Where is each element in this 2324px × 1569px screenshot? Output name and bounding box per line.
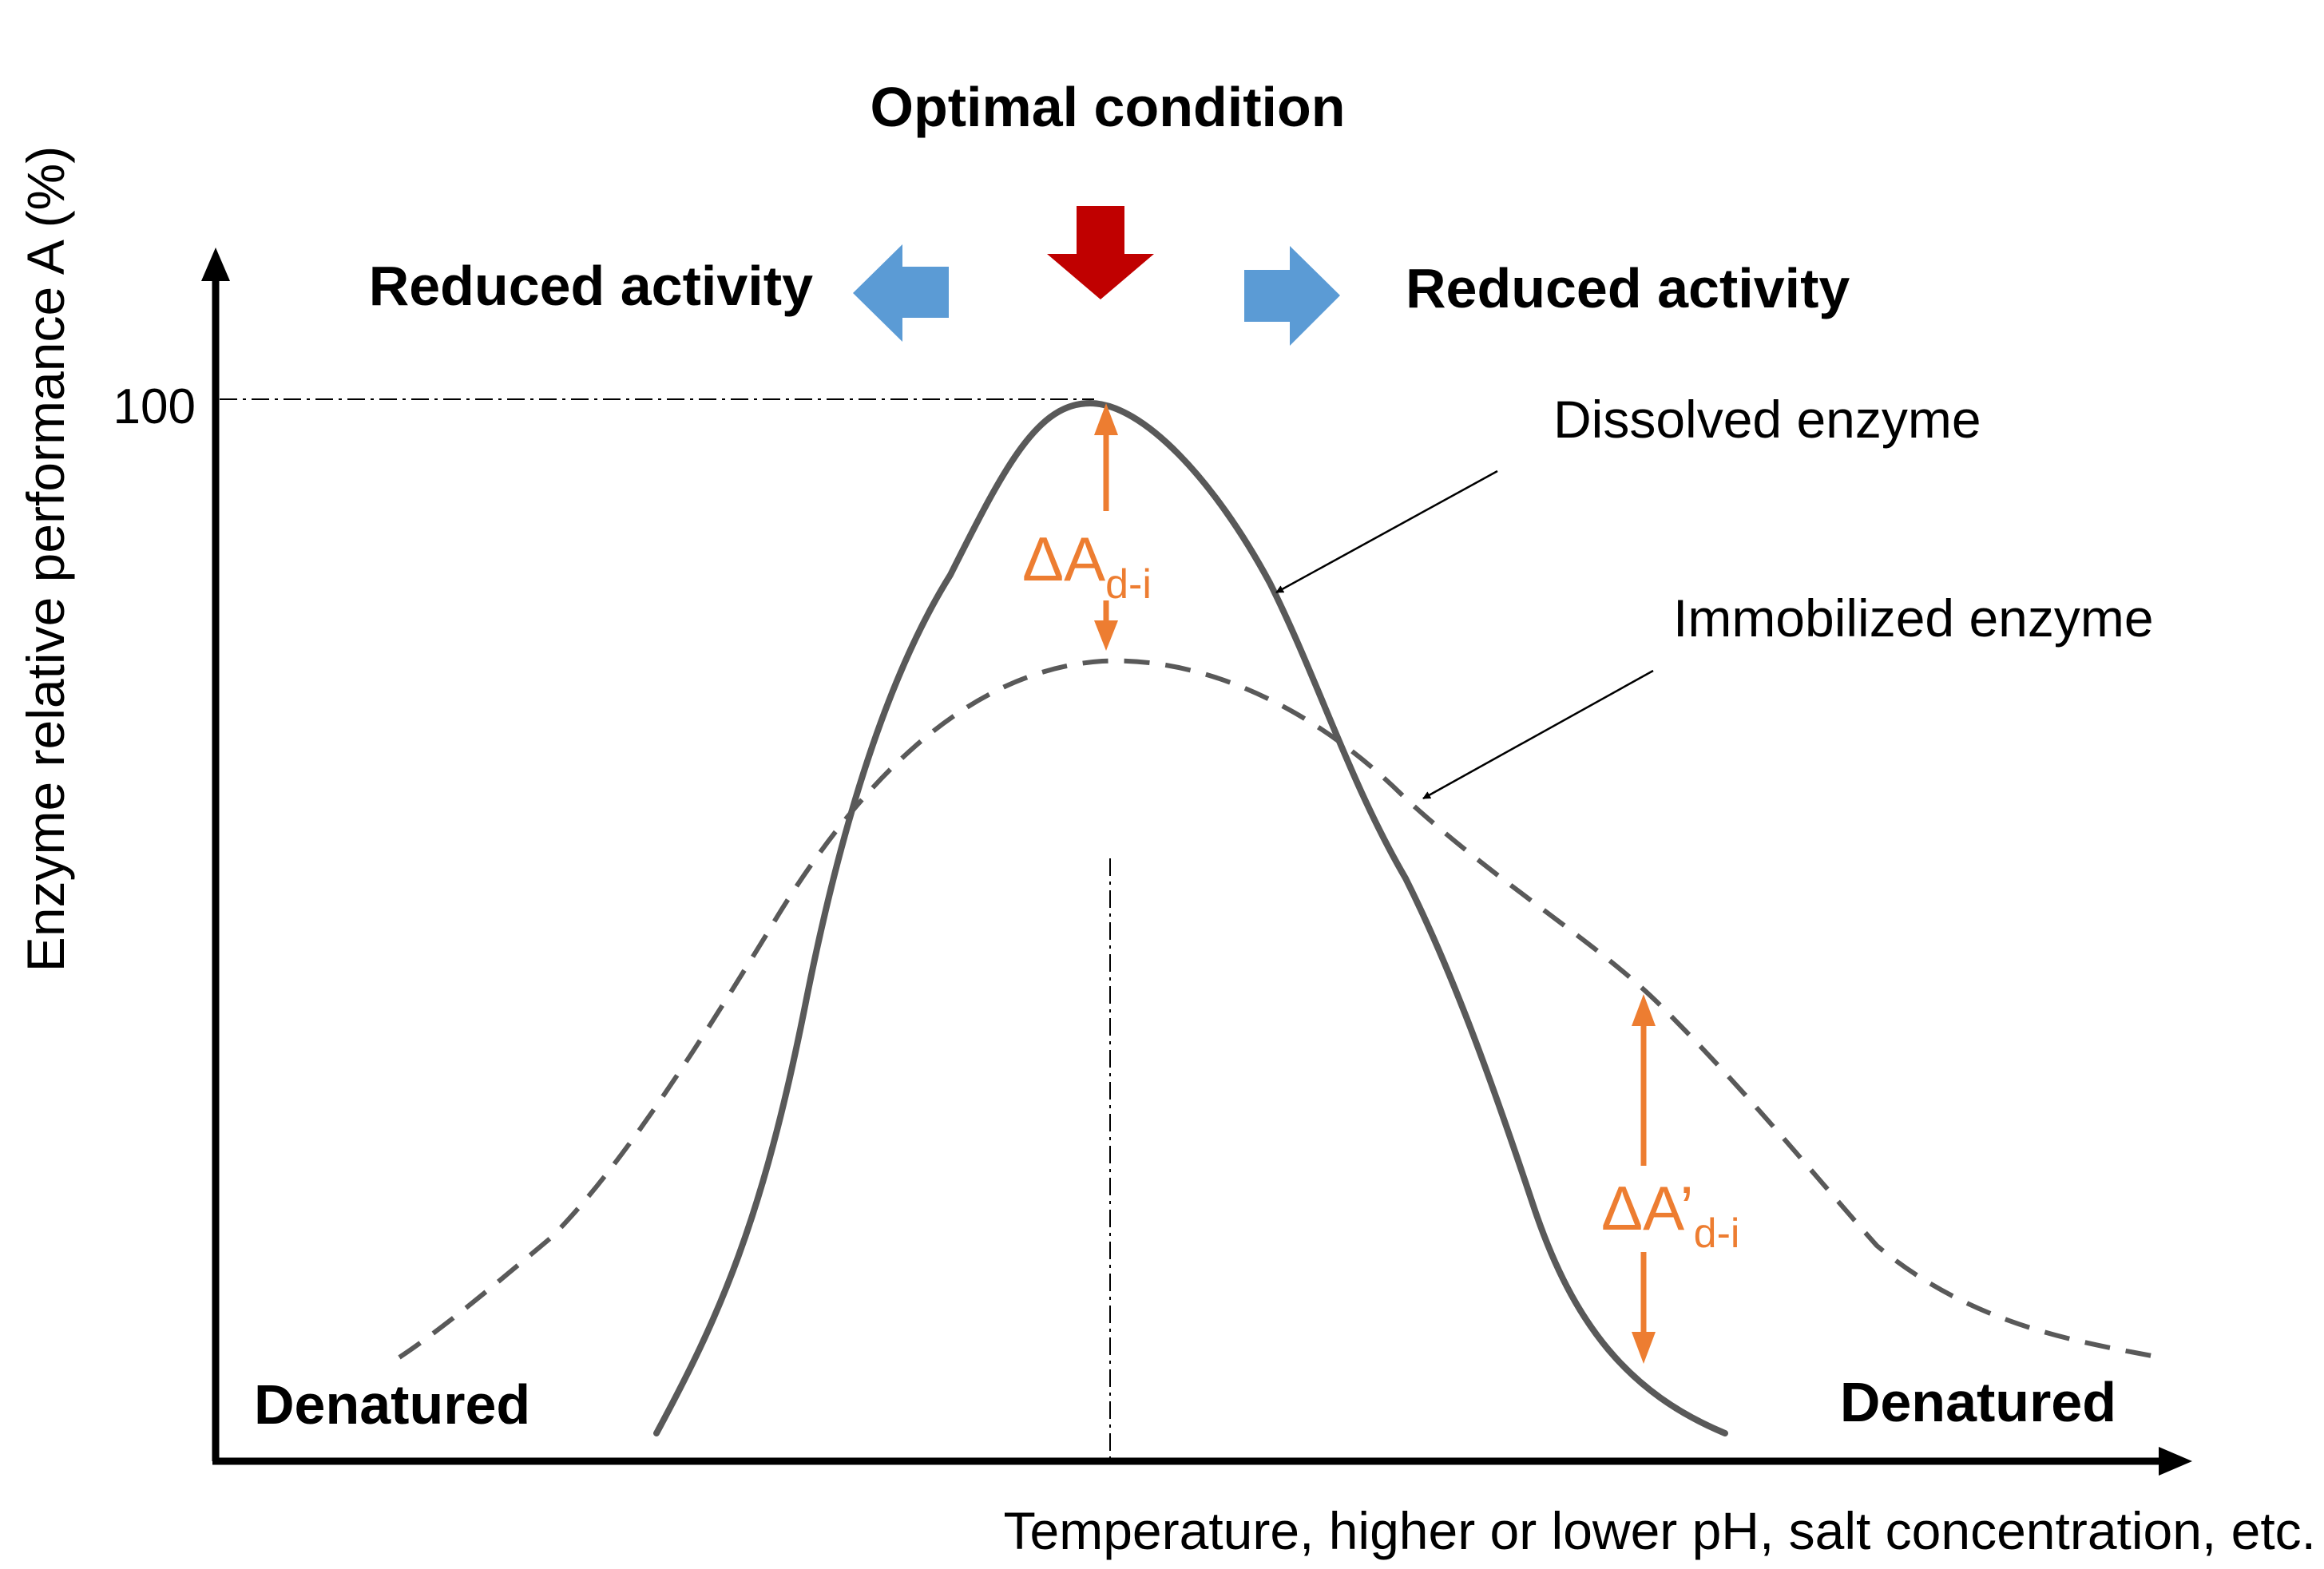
delta-right-sub: d-i: [1694, 1210, 1740, 1257]
optimal-condition-title: Optimal condition: [871, 76, 1346, 138]
immobilized-enzyme-curve: [398, 658, 2161, 1360]
delta-right-arrowhead-down: [1632, 1332, 1656, 1364]
left-reduced-activity-label: Reduced activity: [369, 255, 813, 317]
immobilized-callout-line: [1422, 669, 1654, 800]
left-denatured-label: Denatured: [254, 1373, 530, 1436]
optimal-down-arrow-icon: [1047, 206, 1154, 299]
delta-right-main: ΔA’: [1601, 1173, 1694, 1243]
y-axis-label: Enzyme relative performance A (%): [16, 146, 75, 972]
dissolved-enzyme-curve: [653, 399, 1728, 1436]
axes: [201, 248, 2192, 1476]
right-reduced-activity-label: Reduced activity: [1406, 257, 1850, 319]
immobilized-enzyme-label: Immobilized enzyme: [1673, 588, 2154, 648]
x-axis-label: Temperature, higher or lower pH, salt co…: [1004, 1501, 2316, 1560]
dissolved-enzyme-label: Dissolved enzyme: [1553, 390, 1981, 449]
delta-top-arrow: [1094, 403, 1118, 651]
delta-top-arrowhead-down: [1094, 620, 1118, 651]
delta-top-label: ΔAd-i: [1022, 524, 1152, 608]
right-arrow-icon: [1244, 246, 1340, 346]
delta-top-arrowhead-up: [1094, 403, 1118, 435]
delta-right-arrowhead-up: [1632, 994, 1656, 1026]
y-axis-arrowhead: [201, 248, 230, 281]
y-tick-100: 100: [113, 379, 196, 434]
left-arrow-icon: [853, 244, 949, 342]
dissolved-callout-line: [1275, 470, 1498, 594]
right-denatured-label: Denatured: [1840, 1371, 2116, 1433]
delta-right-arrow: [1632, 994, 1656, 1364]
x-axis-arrowhead: [2159, 1447, 2192, 1476]
delta-right-label: ΔA’d-i: [1601, 1173, 1739, 1257]
delta-top-main: ΔA: [1022, 524, 1105, 594]
delta-top-sub: d-i: [1105, 561, 1152, 608]
